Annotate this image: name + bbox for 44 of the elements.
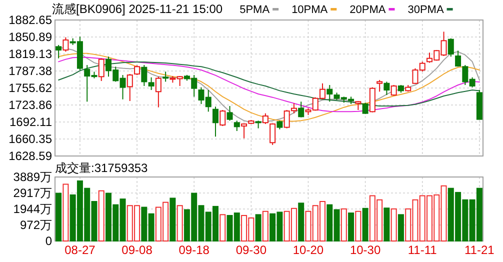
y-tick-label: 1819.13 <box>8 47 52 62</box>
legend-label: 30PMA <box>408 4 444 16</box>
y-tick-label: 1660.35 <box>8 132 52 146</box>
y-tick-label: 1628.59 <box>8 149 52 163</box>
bar <box>348 212 354 242</box>
bar <box>298 202 304 242</box>
bar <box>176 205 183 242</box>
x-tick-label: 09-30 <box>236 243 267 257</box>
bar <box>98 190 104 242</box>
bar <box>62 184 69 242</box>
bar <box>255 214 262 242</box>
y-tick-label: 1850.89 <box>8 30 52 44</box>
y-tick-label: 0 <box>45 234 52 248</box>
bar <box>220 214 226 242</box>
bar <box>340 208 347 242</box>
y-tick-label: 1944万 <box>13 202 52 216</box>
x-tick-label: 11-11 <box>408 243 438 257</box>
y-tick-label: 1692.11 <box>10 114 52 129</box>
bar <box>390 208 397 242</box>
chart-title: 成交量:31759353 <box>55 161 148 175</box>
bar <box>262 210 268 242</box>
legend-label: 5PMA <box>240 4 270 16</box>
x-tick-label: 10-30 <box>350 243 381 257</box>
x-tick-label: 08-27 <box>64 243 96 257</box>
x-tick-label: 10-20 <box>292 243 324 257</box>
legend-label: 10PMA <box>292 4 328 16</box>
x-tick-label: 09-08 <box>122 243 153 257</box>
bar <box>56 192 62 242</box>
y-tick-label: 3889万 <box>13 170 52 184</box>
y-tick-label: 1723.86 <box>8 98 52 112</box>
chart-title: 流感[BK0906] 2025-11-21 15:00 <box>52 2 223 16</box>
x-tick-label: 09-18 <box>178 243 210 257</box>
y-tick-label: 1787.38 <box>8 64 52 78</box>
y-tick-label: 1882.65 <box>8 13 52 27</box>
bar <box>398 214 404 242</box>
y-tick-label: 1755.62 <box>8 81 52 95</box>
bar <box>355 210 362 242</box>
bar <box>170 198 176 242</box>
y-tick-label: 2917万 <box>13 186 52 200</box>
legend-label: 20PMA <box>350 4 386 16</box>
x-tick-label: 11-21 <box>464 243 495 257</box>
bar <box>384 208 390 242</box>
y-tick-label: 972万 <box>20 218 52 232</box>
bar <box>362 208 368 242</box>
